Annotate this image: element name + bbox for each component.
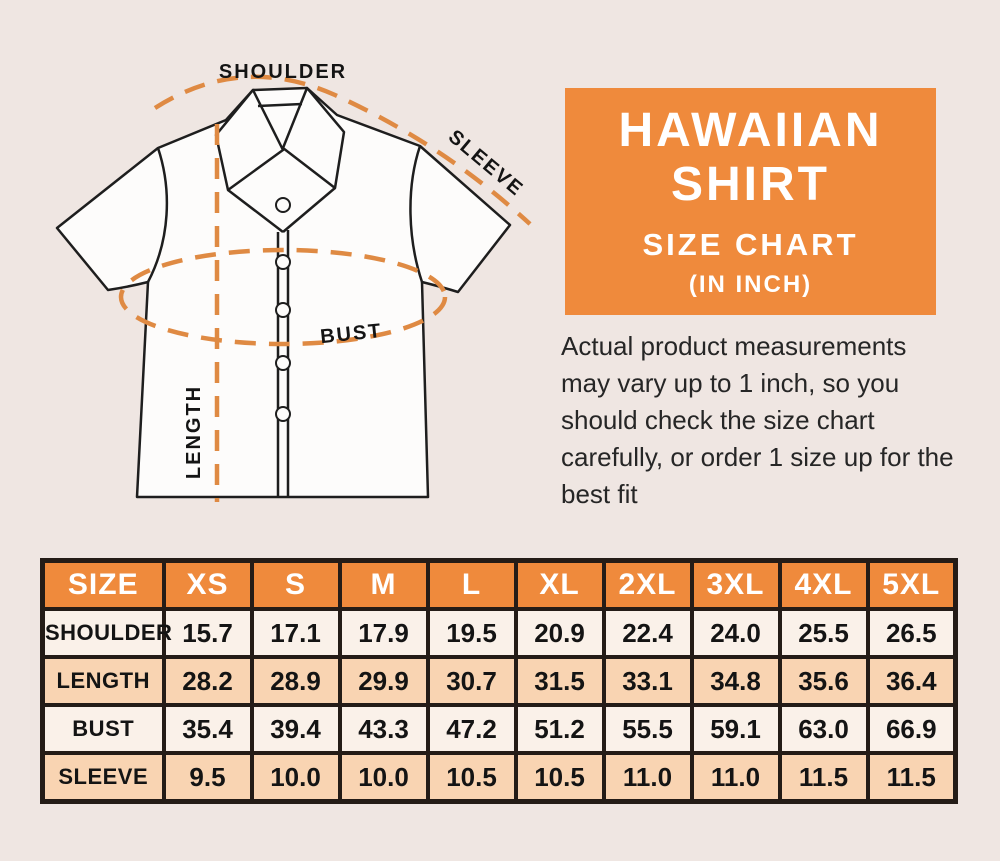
cell-length-xl: 31.5: [513, 655, 606, 707]
cell-bust-2xl: 55.5: [601, 703, 694, 755]
page-title-line2: SHIRT: [671, 157, 830, 211]
cell-length-s: 28.9: [249, 655, 342, 707]
cell-length-l: 30.7: [425, 655, 518, 707]
cell-sleeve-xs: 9.5: [161, 751, 254, 804]
shoulder-label: SHOULDER: [219, 61, 347, 83]
col-header-5xl: 5XL: [865, 558, 958, 611]
row-label-length: LENGTH: [40, 655, 166, 707]
cell-length-4xl: 35.6: [777, 655, 870, 707]
cell-length-xs: 28.2: [161, 655, 254, 707]
cell-shoulder-3xl: 24.0: [689, 607, 782, 659]
table-row-length: LENGTH 28.2 28.9 29.9 30.7 31.5 33.1 34.8 35.6 36…: [40, 655, 958, 707]
cell-shoulder-m: 17.9: [337, 607, 430, 659]
cell-shoulder-s: 17.1: [249, 607, 342, 659]
table-row-shoulder: SHOULDER 15.7 17.1 17.9 19.5 20.9 22.4 24.0 25.5…: [40, 607, 958, 659]
col-header-xs: XS: [161, 558, 254, 611]
shirt-measurement-diagram: SHOULDER SLEEVE LENGTH BUST: [55, 61, 532, 502]
table-row-bust: BUST 35.4 39.4 43.3 47.2 51.2 55.5 59.1 63.0 66.9: [40, 703, 958, 755]
page-subtitle: SIZE CHART: [642, 227, 859, 263]
col-header-m: M: [337, 558, 430, 611]
measurement-disclaimer: Actual product measurements may vary up …: [561, 331, 954, 509]
cell-sleeve-2xl: 11.0: [601, 751, 694, 804]
row-label-shoulder: SHOULDER: [40, 607, 172, 659]
col-header-4xl: 4XL: [777, 558, 870, 611]
cell-length-5xl: 36.4: [865, 655, 958, 707]
cell-shoulder-xl: 20.9: [513, 607, 606, 659]
col-header-xl: XL: [513, 558, 606, 611]
cell-bust-5xl: 66.9: [865, 703, 958, 755]
cell-shoulder-2xl: 22.4: [601, 607, 694, 659]
shirt-buttons-icon: [275, 197, 291, 422]
shoulder-sleeve-guide: [153, 74, 532, 226]
cell-shoulder-4xl: 25.5: [777, 607, 870, 659]
col-header-size: SIZE: [40, 558, 166, 611]
cell-bust-s: 39.4: [249, 703, 342, 755]
cell-shoulder-l: 19.5: [425, 607, 518, 659]
length-label: LENGTH: [183, 385, 205, 479]
row-label-bust: BUST: [40, 703, 166, 755]
cell-shoulder-xs: 15.7: [161, 607, 254, 659]
cell-bust-xs: 35.4: [161, 703, 254, 755]
cell-bust-l: 47.2: [425, 703, 518, 755]
size-table: SIZE XS S M L XL 2XL 3XL 4XL 5XL SHOULDER 15.7 17.1…: [40, 558, 958, 804]
measurement-dashes: [118, 74, 532, 502]
shirt-outline-icon: [55, 86, 512, 499]
bust-guide: [118, 247, 448, 347]
cell-length-3xl: 34.8: [689, 655, 782, 707]
cell-bust-4xl: 63.0: [777, 703, 870, 755]
page-title-line1: HAWAIIAN: [618, 103, 883, 157]
cell-sleeve-4xl: 11.5: [777, 751, 870, 804]
cell-sleeve-s: 10.0: [249, 751, 342, 804]
cell-bust-xl: 51.2: [513, 703, 606, 755]
col-header-3xl: 3XL: [689, 558, 782, 611]
cell-length-2xl: 33.1: [601, 655, 694, 707]
cell-sleeve-xl: 10.5: [513, 751, 606, 804]
cell-bust-m: 43.3: [337, 703, 430, 755]
col-header-s: S: [249, 558, 342, 611]
title-box: HAWAIIAN SHIRT SIZE CHART (IN INCH): [565, 88, 936, 315]
cell-sleeve-m: 10.0: [337, 751, 430, 804]
table-row-sleeve: SLEEVE 9.5 10.0 10.0 10.5 10.5 11.0 11.0 11.5 11.…: [40, 751, 958, 804]
cell-length-m: 29.9: [337, 655, 430, 707]
unit-note: (IN INCH): [688, 271, 813, 299]
size-table-container: SIZE XS S M L XL 2XL 3XL 4XL 5XL SHOULDER 15.7 17.1…: [40, 558, 958, 804]
size-table-header-row: SIZE XS S M L XL 2XL 3XL 4XL 5XL: [40, 558, 958, 611]
col-header-l: L: [425, 558, 518, 611]
cell-bust-3xl: 59.1: [689, 703, 782, 755]
row-label-sleeve: SLEEVE: [40, 751, 166, 804]
cell-sleeve-5xl: 11.5: [865, 751, 958, 804]
cell-sleeve-l: 10.5: [425, 751, 518, 804]
cell-sleeve-3xl: 11.0: [689, 751, 782, 804]
col-header-2xl: 2XL: [601, 558, 694, 611]
cell-shoulder-5xl: 26.5: [865, 607, 958, 659]
